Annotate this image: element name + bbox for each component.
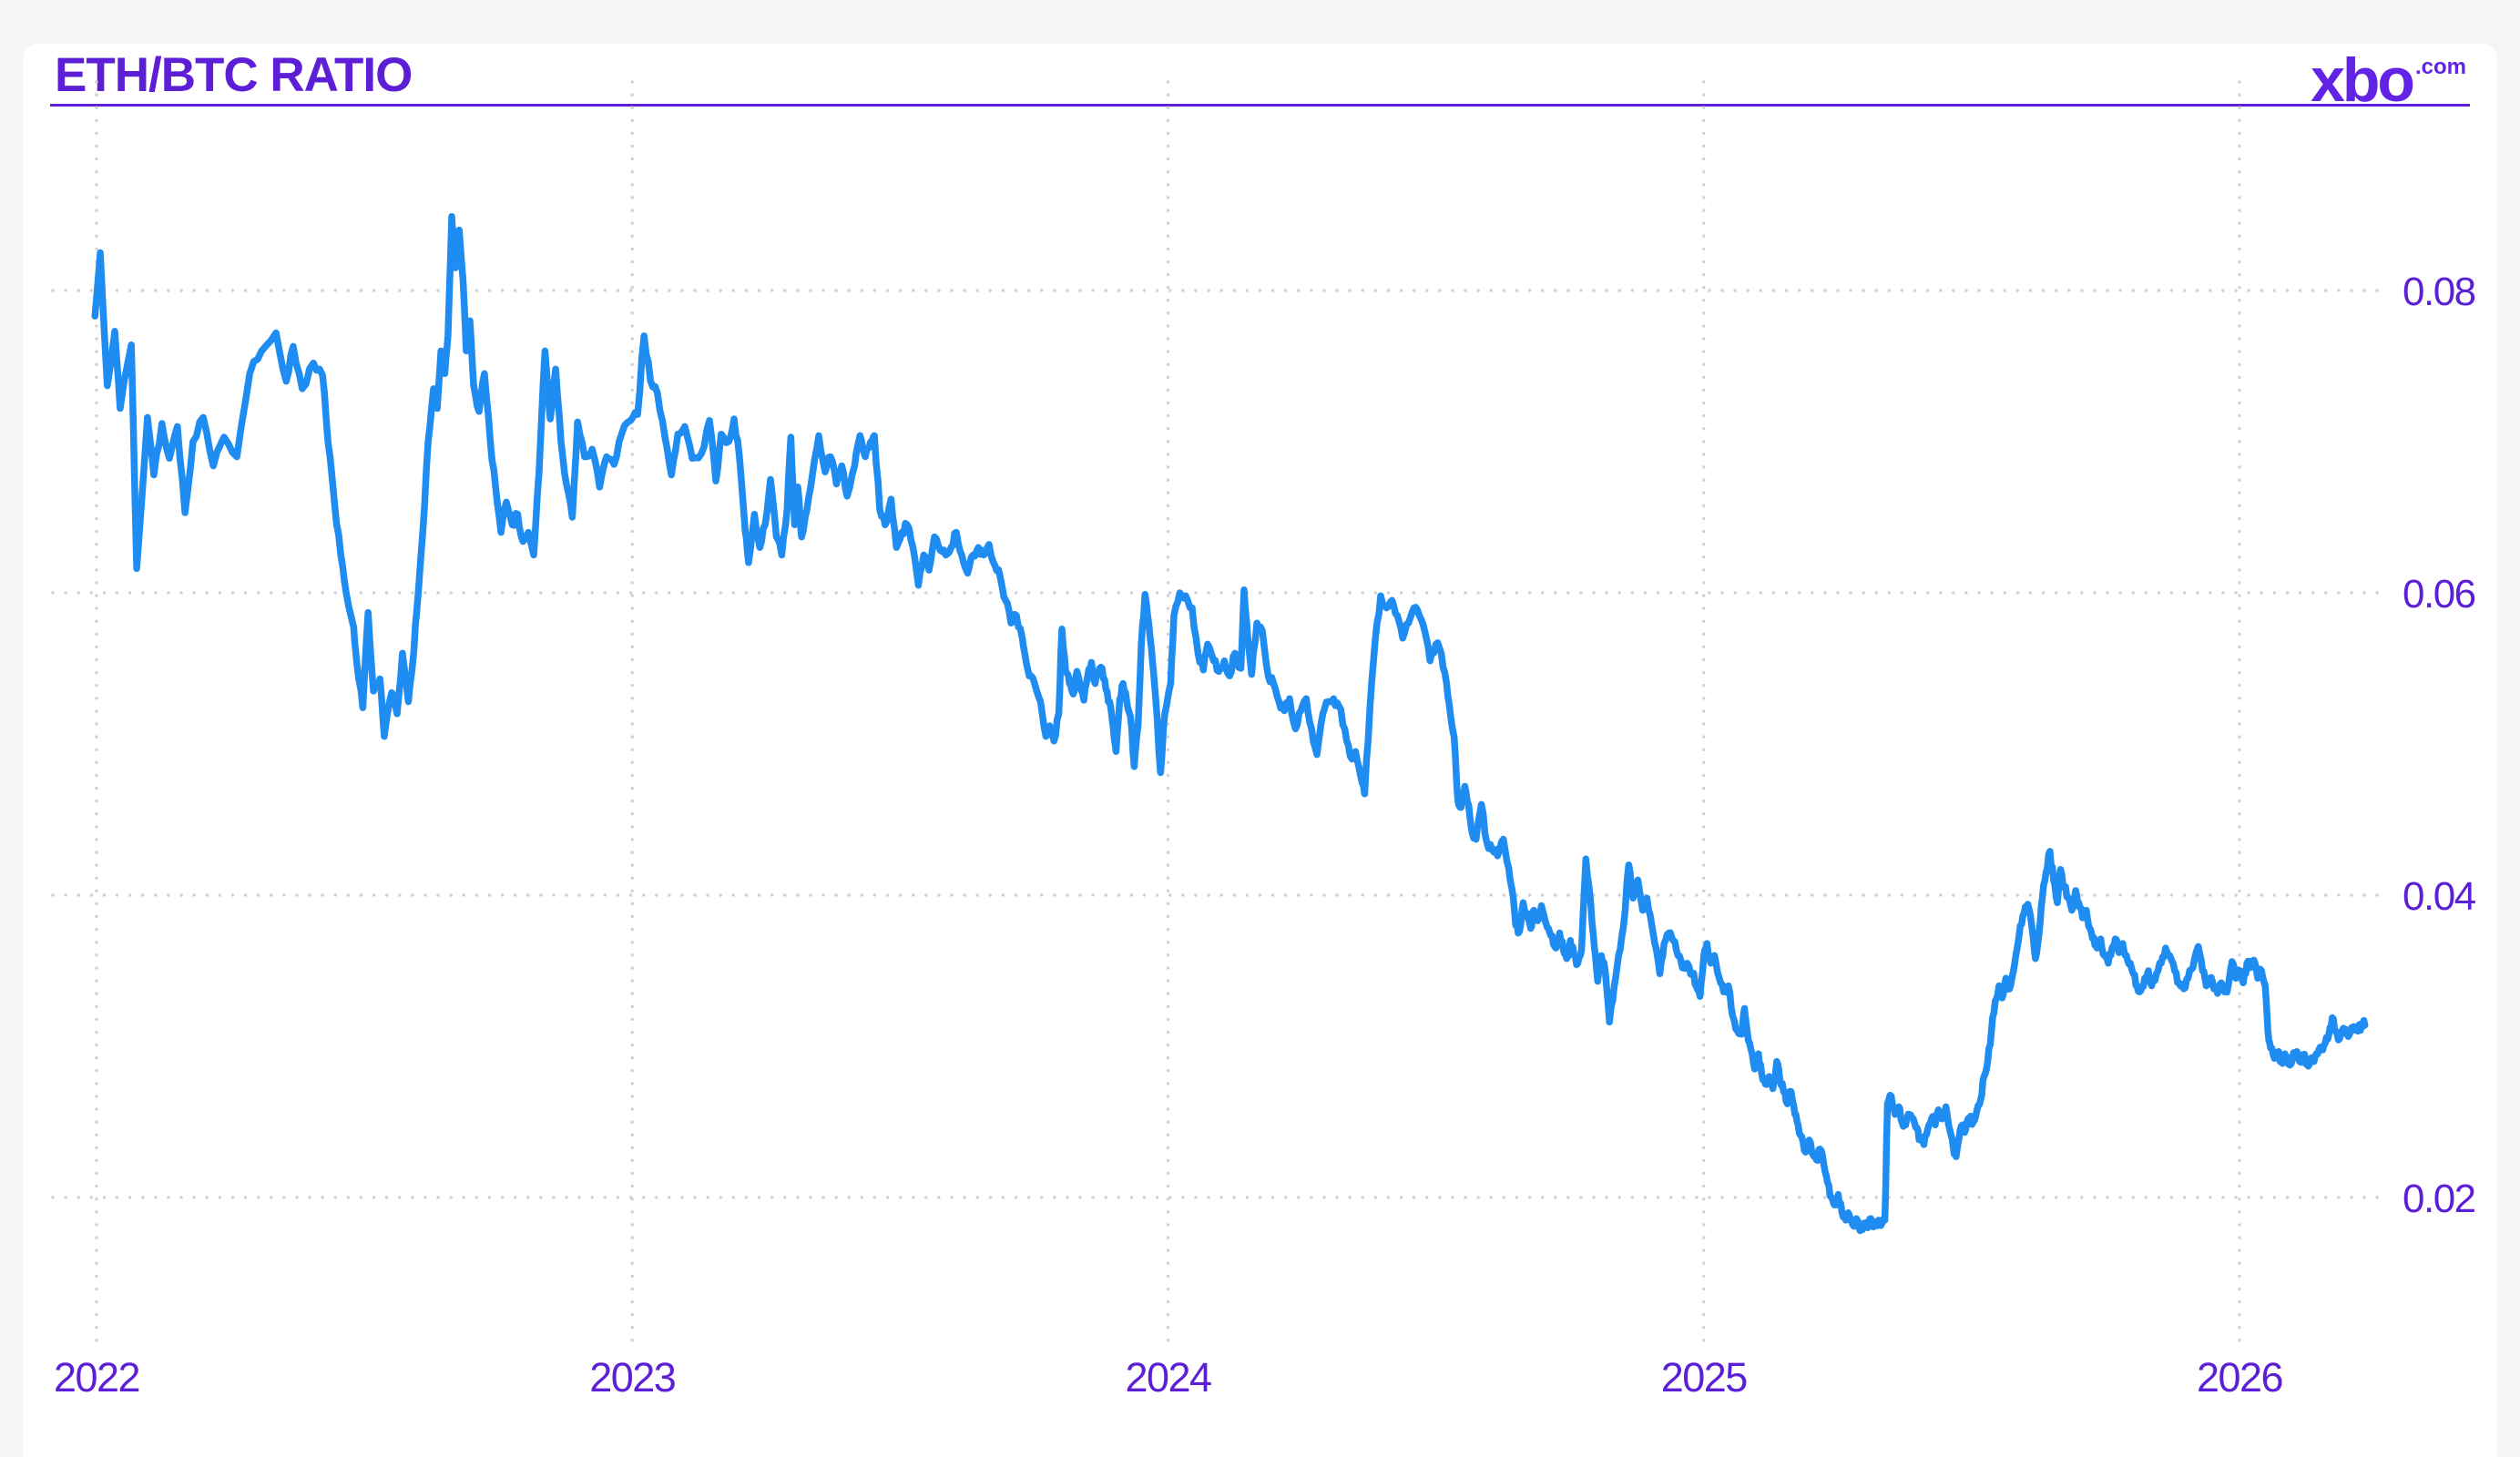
xbo-logo-text: xbo — [2311, 46, 2415, 115]
xbo-logo: xbo .com — [2311, 49, 2466, 111]
chart-title: ETH/BTC RATIO — [55, 48, 413, 102]
header-divider — [50, 104, 2470, 107]
xbo-logo-suffix: .com — [2414, 55, 2466, 79]
chart-card: ETH/BTC RATIO xbo .com — [23, 44, 2497, 1457]
